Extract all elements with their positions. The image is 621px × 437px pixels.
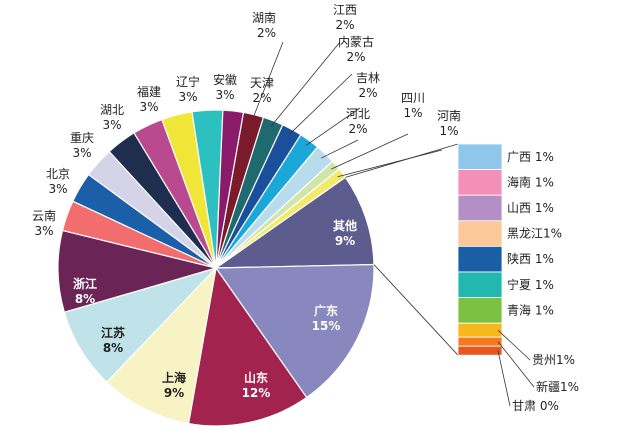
slice-label-5: 四川 1%	[401, 91, 425, 120]
slice-label-17: 福建 3%	[137, 84, 161, 114]
breakdown-label-0: 广西 1%	[507, 150, 554, 164]
pie-to-bar-connectors	[345, 143, 459, 356]
slice-9	[187, 266, 308, 427]
slice-label-10: 上海 9%	[162, 370, 186, 400]
slice-label-1: 江西 2%	[333, 3, 357, 32]
slice-label-18: 辽宁 3%	[176, 74, 200, 104]
leader-line-1	[270, 41, 341, 127]
slice-label-19: 安徽 3%	[213, 72, 237, 102]
bar-segment-2	[457, 194, 503, 222]
leader-line-3	[305, 107, 361, 146]
slice-label-20: 天津 2%	[250, 76, 274, 105]
breakdown-bar	[457, 143, 503, 356]
bar-segment-1	[457, 169, 503, 196]
leader-line-2	[288, 73, 353, 135]
slice-label-7: 其他 9%	[333, 218, 357, 248]
bar-segment-6	[457, 297, 503, 324]
leader-line-4	[320, 139, 359, 159]
leader-line-5	[331, 133, 409, 170]
slice-label-0: 湖南 2%	[252, 10, 276, 40]
slice-label-14: 北京 3%	[46, 167, 70, 196]
slice-label-4: 河北 2%	[346, 107, 370, 136]
leader-line-6	[337, 149, 443, 178]
leader-line-0	[251, 41, 284, 121]
breakdown-label-4: 陕西 1%	[507, 251, 554, 266]
breakdown-label-1: 海南 1%	[507, 174, 554, 189]
breakdown-leader-7	[497, 329, 531, 361]
slice-label-12: 浙江 8%	[73, 276, 97, 306]
slice-label-9: 山东 12%	[242, 370, 271, 400]
slice-20	[215, 109, 245, 269]
slice-label-15: 重庆 3%	[70, 131, 94, 160]
breakdown-leader-9	[497, 350, 511, 407]
bar-segment-5	[457, 271, 503, 299]
slice-label-2: 内蒙古 2%	[338, 34, 374, 64]
bar-segment-4	[457, 245, 503, 273]
slice-label-8: 广东 15%	[312, 303, 341, 333]
slice-label-3: 吉林 2%	[356, 71, 380, 100]
connector-top	[345, 143, 459, 178]
breakdown-label-5: 宁夏 1%	[507, 277, 554, 292]
pie-labels: 湖南 2% 江西 2%内蒙古 2% 吉林 2% 河北 2% 四川 1% 河南 1% 其他 9% 广东 15% 山东…	[32, 3, 461, 400]
breakdown-label-3: 黑龙江1%	[507, 227, 562, 241]
bar-segment-7	[457, 322, 503, 338]
slice-label-6: 河南 1%	[437, 108, 461, 138]
slice-10	[105, 266, 217, 425]
breakdown-label-6: 青海 1%	[507, 302, 554, 317]
pie-slices	[57, 109, 375, 427]
slice-label-16: 湖北 3%	[100, 102, 124, 132]
breakdown-labels: 广西 1% 海南 1% 山西 1% 黑龙江1% 陕西 1% 宁夏 1% 青海 1% 贵州1% 新…	[497, 150, 579, 413]
connector-bottom	[373, 264, 459, 356]
bar-segment-9	[457, 345, 503, 356]
slice-7	[214, 176, 375, 269]
breakdown-leader-8	[497, 341, 535, 388]
slice-label-13: 云南 3%	[32, 208, 56, 238]
breakdown-label-8: 新疆1%	[536, 379, 579, 394]
breakdown-label-9: 甘肃 0%	[512, 399, 559, 413]
breakdown-label-7: 贵州1%	[532, 353, 575, 367]
slice-label-11: 江苏 8%	[101, 325, 125, 355]
bar-segment-8	[457, 336, 503, 347]
breakdown-label-2: 山西 1%	[507, 201, 554, 215]
bar-segment-3	[457, 220, 503, 247]
slice-8	[214, 263, 375, 399]
bar-segment-0	[457, 143, 503, 171]
